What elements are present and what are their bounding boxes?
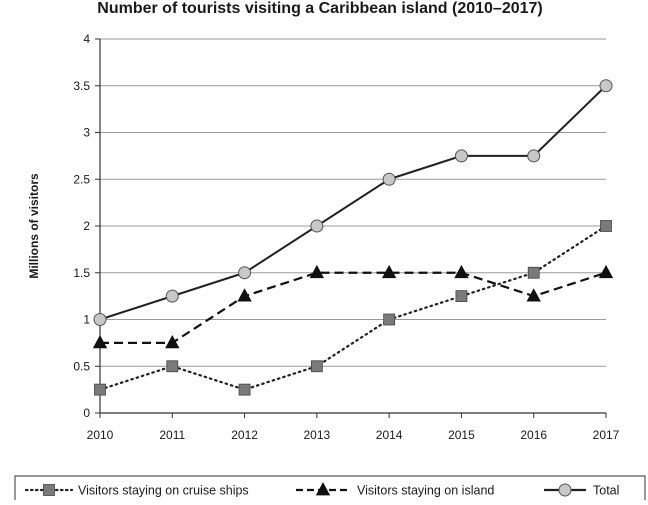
square-marker [94, 383, 106, 396]
x-tick-label: 2017 [593, 428, 620, 442]
y-tick-label: 4 [83, 32, 90, 46]
triangle-marker [526, 288, 541, 302]
triangle-marker [454, 264, 469, 279]
circle-marker [165, 289, 179, 303]
triangle-marker [237, 288, 252, 302]
series-line [99, 85, 607, 321]
circle-marker [310, 219, 324, 233]
y-tick-label: 0.5 [73, 359, 90, 373]
square-marker [455, 290, 468, 303]
triangle-marker [315, 482, 331, 496]
square-marker [383, 313, 396, 326]
x-tick-label: 2010 [87, 428, 114, 442]
series [92, 79, 614, 396]
legend-label: Total [593, 484, 619, 498]
square-marker [527, 266, 540, 279]
y-tick-label: 2 [83, 219, 90, 233]
square-marker [43, 484, 55, 496]
x-tick-label: 2013 [304, 428, 331, 442]
series-line [98, 224, 608, 391]
y-axis-label: Millions of visitors [27, 173, 41, 279]
legend-label: Visitors staying on island [357, 484, 494, 498]
y-tick-label: 3 [83, 126, 90, 140]
series-1 [92, 264, 614, 349]
triangle-marker [381, 264, 397, 279]
series-line [100, 271, 607, 344]
series-0 [94, 220, 612, 396]
circle-marker [238, 266, 252, 280]
circle-marker [454, 149, 468, 163]
x-tick-label: 2015 [448, 428, 475, 442]
triangle-marker [92, 335, 108, 349]
triangle-marker [598, 264, 614, 279]
y-tick-label: 0 [83, 406, 90, 420]
y-tick-label: 2.5 [73, 172, 90, 186]
x-tick-label: 2011 [159, 428, 185, 442]
axes [95, 38, 607, 418]
square-marker [600, 220, 612, 232]
circle-marker [382, 172, 396, 186]
circle-marker [93, 313, 107, 326]
square-marker [310, 360, 323, 373]
chart-title: Number of tourists visiting a Caribbean … [97, 0, 542, 17]
y-tick-label: 3.5 [73, 79, 90, 93]
tick-labels: 0 0.5 1 1.5 2 2.5 3 3.5 4 2010 2011 2012 2013 2014 201… [73, 32, 619, 442]
y-tick-label: 1 [83, 313, 90, 327]
circle-marker [599, 79, 613, 93]
triangle-marker [309, 264, 325, 279]
x-tick-label: 2012 [231, 428, 258, 442]
legend-item-2: Total [544, 483, 619, 498]
legend-label: Visitors staying on cruise ships [78, 484, 249, 498]
series-2 [93, 79, 613, 326]
circle-marker [558, 483, 572, 497]
y-tick-label: 1.5 [73, 266, 90, 280]
x-tick-label: 2016 [520, 428, 547, 442]
square-marker [238, 383, 251, 396]
triangle-marker [165, 335, 180, 349]
circle-marker [527, 149, 541, 163]
x-tick-label: 2014 [376, 428, 403, 442]
square-marker [166, 360, 179, 373]
legend-item-0: Visitors staying on cruise ships [24, 484, 249, 498]
legend: Visitors staying on cruise ships Visitors… [14, 475, 646, 505]
legend-item-1: Visitors staying on island [296, 482, 494, 498]
